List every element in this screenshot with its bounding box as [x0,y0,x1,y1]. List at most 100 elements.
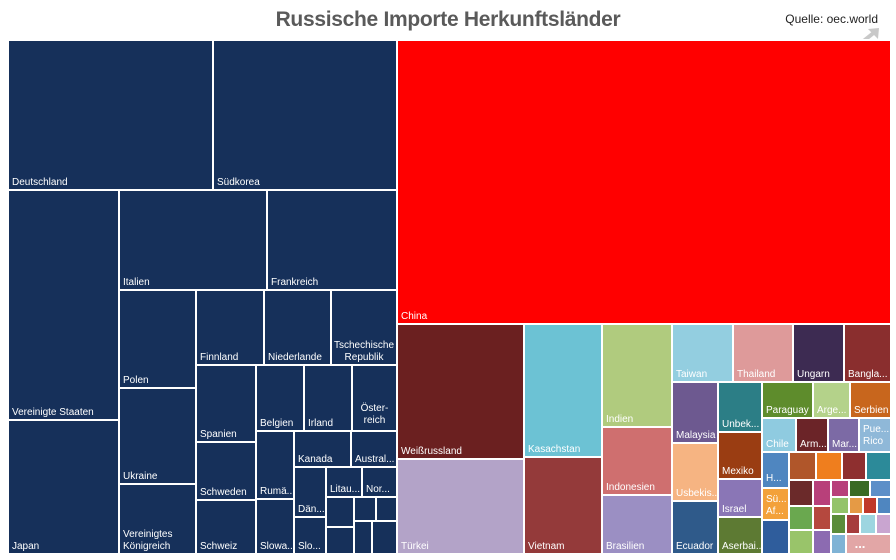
treemap-label-brasilien: Brasilien [606,541,644,552]
treemap-label-ungarn: Ungarn [797,369,830,380]
treemap-label-belgien: Belgien [260,418,293,429]
treemap-label-mar: Mar... [832,439,857,450]
treemap-label-tschechische-republik: Tschechische Republik [334,340,394,363]
treemap-tile-h[interactable] [761,451,790,489]
treemap-tile-israel[interactable] [717,478,763,518]
treemap-tile-bangla[interactable] [843,323,892,383]
treemap-tile-unlabeled-82[interactable] [875,513,892,535]
treemap-tile-unlabeled-27[interactable] [353,496,377,522]
treemap-tile-china[interactable] [396,39,892,325]
treemap-label-austral: Austral... [355,454,394,465]
treemap-tile-unlabeled-63[interactable] [865,451,892,481]
treemap-tile-unbek[interactable] [717,381,763,433]
more-indicator[interactable]: ... [855,536,866,551]
treemap-tile-vereinigte-staaten[interactable] [7,189,120,421]
treemap-tile-arm[interactable] [795,417,829,453]
treemap-tile-unlabeled-28[interactable] [375,496,398,522]
treemap-tile-kanada[interactable] [293,430,352,468]
treemap-tile-unlabeled-81[interactable] [859,513,877,535]
treemap-tile-ukraine[interactable] [118,387,197,485]
treemap-tile-frankreich[interactable] [266,189,398,291]
treemap-tile-finnland[interactable] [195,289,265,366]
treemap-tile-unlabeled-61[interactable] [815,451,843,481]
treemap-tile-deutschland[interactable] [7,39,214,191]
treemap-label-taiwan: Taiwan [676,369,707,380]
treemap-label-paraguay: Paraguay [766,405,809,416]
treemap-tile-indien[interactable] [601,323,673,428]
treemap-label-kasachstan: Kasachstan [528,444,580,455]
treemap-tile-weißrussland[interactable] [396,323,525,460]
treemap-tile-unlabeled-29[interactable] [325,526,355,555]
treemap-tile-chile[interactable] [761,417,797,453]
treemap-tile-vietnam[interactable] [523,456,603,555]
treemap-tile-unlabeled-64[interactable] [761,519,790,555]
treemap-label-indien: Indien [606,414,633,425]
treemap-label-thailand: Thailand [737,369,775,380]
treemap-tile-unlabeled-75[interactable] [876,496,892,515]
treemap-label-ukraine: Ukraine [123,471,158,482]
treemap-label-indonesien: Indonesien [606,482,655,493]
treemap-label-polen: Polen [123,375,149,386]
treemap-tile-japan[interactable] [7,419,120,555]
treemap-label-nor: Nor... [366,484,390,495]
treemap-tile-unlabeled-80[interactable] [845,513,861,535]
chart-title: Russische Importe Herkunftsländer [275,8,621,31]
treemap-tile-niederlande[interactable] [263,289,332,366]
treemap-tile-schweden[interactable] [195,441,257,501]
source-label[interactable]: Quelle: oec.world [785,12,878,26]
treemap-label-frankreich: Frankreich [271,277,318,288]
treemap-label-deutschland: Deutschland [12,177,68,188]
treemap-tile-unlabeled-60[interactable] [788,451,817,481]
treemap-tile-serbien[interactable] [849,381,892,419]
treemap-label-china: China [401,311,428,322]
treemap-tile-österreich[interactable] [351,364,398,432]
treemap-tile-türkei[interactable] [396,458,525,555]
treemap-label-vereinigtes-königreich: Vereinigtes Königreich [123,529,172,552]
treemap-tile-unlabeled-26[interactable] [325,496,355,528]
treemap-tile-unlabeled-83[interactable] [845,533,892,555]
treemap-label-spanien: Spanien [200,429,237,440]
treemap-label-mexiko: Mexiko [722,466,754,477]
treemap-tile-ecuador[interactable] [671,500,719,555]
treemap-tile-thailand[interactable] [732,323,794,383]
treemap-tile-unlabeled-74[interactable] [862,496,878,515]
treemap-tile-unlabeled-62[interactable] [841,451,867,481]
treemap-label-h: H... [766,473,782,484]
treemap-tile-unlabeled-73[interactable] [848,496,864,515]
treemap-label-niederlande: Niederlande [268,352,322,363]
treemap-label-rumä: Rumä... [260,486,295,497]
treemap-tile-unlabeled-77[interactable] [812,529,832,555]
treemap-label-slo: Slo... [298,541,321,552]
treemap-label-vietnam: Vietnam [528,541,565,552]
treemap-tile-unlabeled-71[interactable] [812,505,832,531]
treemap-tile-unlabeled-72[interactable] [830,496,850,515]
treemap-label-türkei: Türkei [401,541,429,552]
treemap-tile-unlabeled-78[interactable] [830,513,847,535]
treemap-tile-slo[interactable] [293,516,327,555]
treemap-label-usbekis: Usbekis... [676,488,720,499]
treemap-tile-unlabeled-70[interactable] [788,505,814,531]
treemap-tile-unlabeled-76[interactable] [788,529,814,555]
treemap-tile-vereinigtes-königreich[interactable] [118,483,197,555]
treemap-tile-unlabeled-66[interactable] [812,479,832,507]
treemap-tile-slowa[interactable] [255,498,295,555]
treemap-tile-unlabeled-30[interactable] [353,520,373,555]
treemap-tile-paraguay[interactable] [761,381,814,419]
treemap-label-schweiz: Schweiz [200,541,237,552]
treemap-tile-polen[interactable] [118,289,197,389]
treemap-label-litau: Litau... [330,484,360,495]
treemap-tile-usbekis[interactable] [671,442,719,502]
treemap-label-pue-rico: Pue... Rico [863,424,889,447]
treemap-tile-italien[interactable] [118,189,268,291]
treemap-tile-unlabeled-79[interactable] [830,533,847,555]
treemap-tile-unlabeled-31[interactable] [371,520,398,555]
treemap-tile-unlabeled-68[interactable] [848,479,871,498]
treemap-tile-unlabeled-67[interactable] [830,479,850,498]
treemap-label-arm: Arm... [800,439,827,450]
treemap-tile-südkorea[interactable] [212,39,398,191]
treemap-tile-spanien[interactable] [195,364,257,443]
treemap-tile-kasachstan[interactable] [523,323,603,458]
treemap-tile-unlabeled-65[interactable] [788,479,814,507]
treemap-label-malaysia: Malaysia [676,430,716,441]
treemap-tile-unlabeled-69[interactable] [869,479,892,498]
